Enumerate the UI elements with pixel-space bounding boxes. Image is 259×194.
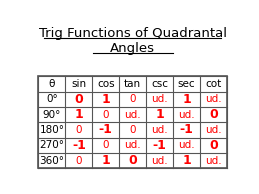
Text: 0: 0: [128, 154, 137, 167]
Text: 0: 0: [209, 108, 218, 121]
Text: ud.: ud.: [178, 110, 195, 120]
Text: Trig Functions of Quadrantal: Trig Functions of Quadrantal: [39, 27, 227, 40]
Text: 360°: 360°: [39, 156, 64, 165]
Text: ud.: ud.: [178, 140, 195, 150]
Text: cot: cot: [205, 79, 222, 89]
Text: 0: 0: [130, 125, 136, 135]
Text: ud.: ud.: [151, 125, 168, 135]
Text: 1: 1: [182, 154, 191, 167]
Text: 0: 0: [209, 139, 218, 152]
Text: 0: 0: [130, 94, 136, 104]
Text: 180°: 180°: [39, 125, 64, 135]
Text: ud.: ud.: [205, 156, 222, 165]
Text: 0°: 0°: [46, 94, 58, 104]
Text: ud.: ud.: [151, 94, 168, 104]
Text: ud.: ud.: [205, 94, 222, 104]
Text: csc: csc: [151, 79, 168, 89]
Text: tan: tan: [124, 79, 141, 89]
Text: 0: 0: [103, 140, 109, 150]
Text: 1: 1: [102, 154, 110, 167]
Text: Angles: Angles: [110, 42, 155, 55]
Text: cos: cos: [97, 79, 114, 89]
Text: 1: 1: [155, 108, 164, 121]
Text: 0: 0: [74, 93, 83, 106]
Text: -1: -1: [72, 139, 86, 152]
Text: -1: -1: [180, 123, 193, 136]
Text: -1: -1: [153, 139, 167, 152]
Text: sec: sec: [178, 79, 196, 89]
Text: ud.: ud.: [205, 125, 222, 135]
Text: 270°: 270°: [39, 140, 64, 150]
Text: ud.: ud.: [124, 110, 141, 120]
Text: -1: -1: [99, 123, 113, 136]
Text: ud.: ud.: [151, 156, 168, 165]
Text: 0: 0: [76, 156, 82, 165]
Text: 1: 1: [74, 108, 83, 121]
Text: sin: sin: [71, 79, 87, 89]
Text: ud.: ud.: [124, 140, 141, 150]
Text: 0: 0: [103, 110, 109, 120]
Text: 90°: 90°: [43, 110, 61, 120]
Text: θ: θ: [49, 79, 55, 89]
Text: 1: 1: [102, 93, 110, 106]
Text: 1: 1: [182, 93, 191, 106]
Text: 0: 0: [76, 125, 82, 135]
Bar: [38, 76, 227, 168]
